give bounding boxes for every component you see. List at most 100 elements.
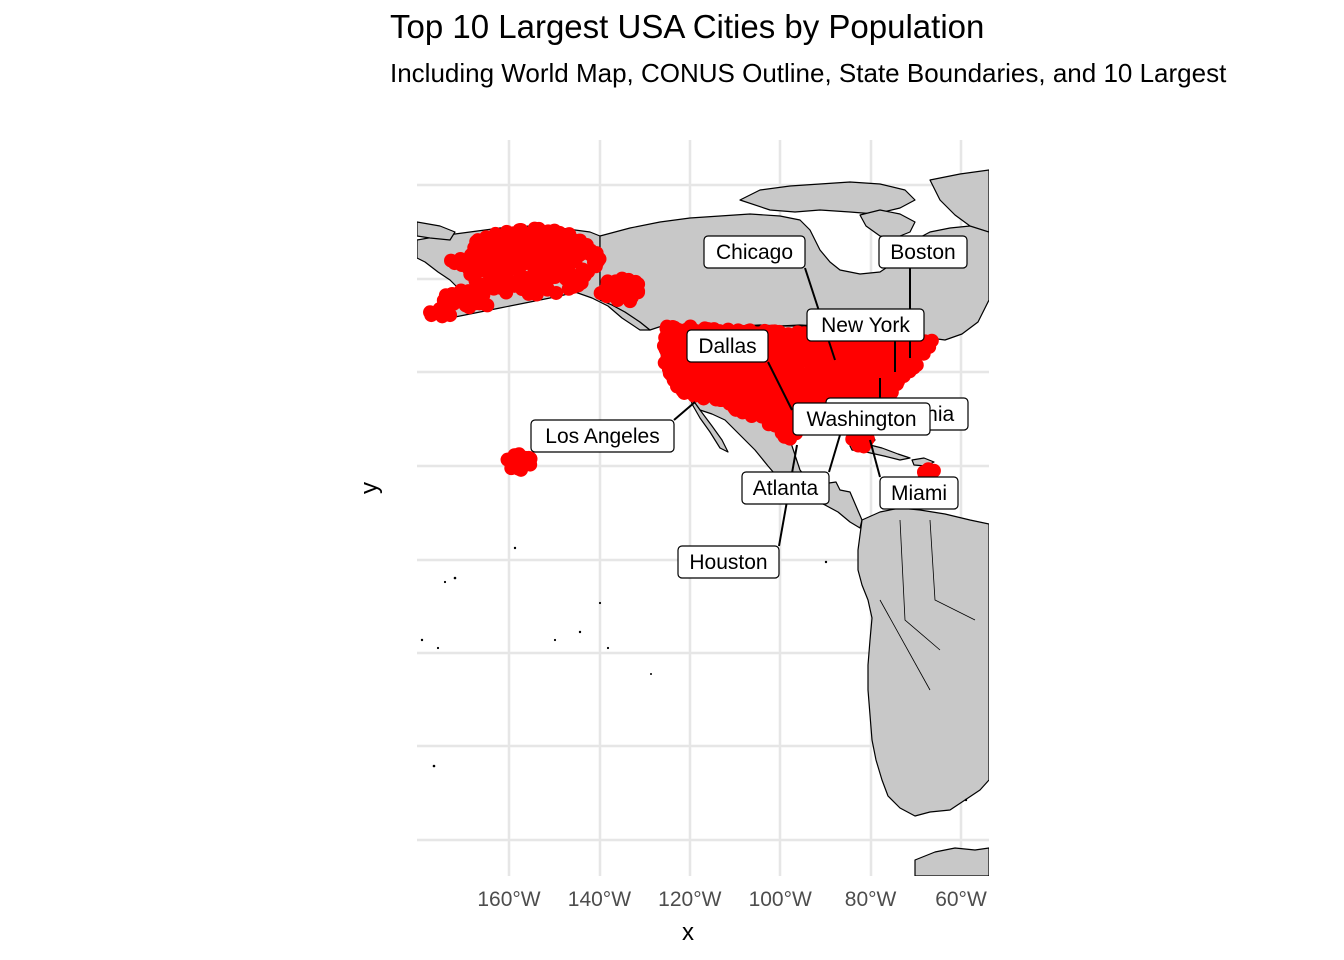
chart-title: Top 10 Largest USA Cities by Population [390, 8, 985, 45]
city-point [527, 235, 542, 250]
city-point [745, 383, 760, 398]
x-tick-label: 160°W [477, 888, 540, 911]
city-point [862, 362, 877, 377]
city-point [796, 344, 811, 359]
city-label-text: New York [821, 314, 910, 337]
city-label: Boston [878, 235, 968, 269]
island-dot [606, 646, 610, 650]
city-label: Washington [792, 402, 931, 436]
city-point [505, 226, 520, 241]
city-point [689, 363, 704, 378]
x-tick-label: 100°W [749, 888, 812, 911]
x-tick-label: 60°W [935, 888, 987, 911]
y-axis-title: y [356, 482, 383, 494]
x-tick-label: 140°W [568, 888, 631, 911]
city-point [495, 278, 510, 293]
city-point [804, 382, 819, 397]
city-point [631, 277, 646, 292]
x-tick-label: 120°W [658, 888, 721, 911]
city-point [583, 243, 598, 258]
city-point [536, 279, 551, 294]
city-point [473, 242, 488, 257]
city-label-box [677, 545, 780, 579]
city-label: Los Angeles [530, 419, 675, 453]
island-dot [598, 601, 602, 605]
city-point [483, 238, 498, 253]
border-line [879, 599, 931, 691]
city-label-text: Los Angeles [545, 425, 659, 448]
chukotka-land [417, 221, 456, 241]
border-line [899, 519, 941, 651]
city-point [726, 394, 741, 409]
pacific-islands [420, 546, 968, 802]
city-label-text: Houston [689, 551, 767, 574]
city-point [497, 249, 512, 264]
island-dot [453, 576, 457, 580]
city-point [541, 225, 556, 240]
city-point [851, 364, 866, 379]
city-point [839, 362, 854, 377]
city-point [753, 396, 768, 411]
city-point [513, 462, 528, 477]
city-point [617, 288, 632, 303]
arctic-islands-land [739, 181, 916, 215]
city-label: New York [806, 308, 925, 342]
city-point [555, 259, 570, 274]
city-label-box [741, 471, 830, 505]
city-point [523, 451, 538, 466]
city-point [494, 237, 509, 252]
city-point [660, 327, 675, 342]
city-point [921, 462, 936, 477]
city-point [598, 286, 613, 301]
city-point [512, 271, 527, 286]
city-point [877, 345, 892, 360]
city-point [586, 255, 601, 270]
city-label: Dallas [686, 329, 769, 363]
city-point [548, 270, 563, 285]
city-point [513, 236, 528, 251]
city-label-box [879, 476, 959, 510]
city-point [856, 435, 871, 450]
city-point [789, 385, 804, 400]
city-point [801, 371, 816, 386]
city-label-text: Atlanta [753, 477, 819, 500]
city-label-box [878, 235, 968, 269]
city-point [821, 351, 836, 366]
city-label-text: Dallas [698, 335, 756, 358]
city-label-box [703, 235, 806, 269]
baja-land [689, 395, 729, 453]
city-label-text: Miami [891, 482, 947, 505]
greenland-land [929, 169, 989, 233]
city-point [541, 244, 556, 259]
city-point [468, 273, 483, 288]
city-point [666, 354, 681, 369]
city-point [762, 365, 777, 380]
city-point [491, 267, 506, 282]
city-label-box [806, 308, 925, 342]
island-dot [432, 764, 436, 768]
city-label: Miami [879, 476, 959, 510]
island-dot [553, 638, 557, 642]
city-point [532, 261, 547, 276]
city-point [435, 302, 450, 317]
city-point [844, 384, 859, 399]
city-point [527, 221, 542, 236]
city-point [577, 266, 592, 281]
label-connectors [673, 267, 911, 547]
city-point [890, 360, 905, 375]
island-dot [964, 798, 968, 802]
city-point [727, 378, 742, 393]
city-label-text: Chicago [716, 241, 793, 264]
x-axis-ticks: 160°W 140°W 120°W 100°W 80°W 60°W [477, 888, 987, 911]
island-dot [436, 646, 440, 650]
city-point [697, 376, 712, 391]
island-dot [513, 546, 517, 550]
city-point [424, 308, 439, 323]
city-point [769, 391, 784, 406]
city-label-box [530, 419, 675, 453]
label-connector [767, 361, 793, 411]
city-point [447, 256, 462, 271]
city-point [785, 365, 800, 380]
